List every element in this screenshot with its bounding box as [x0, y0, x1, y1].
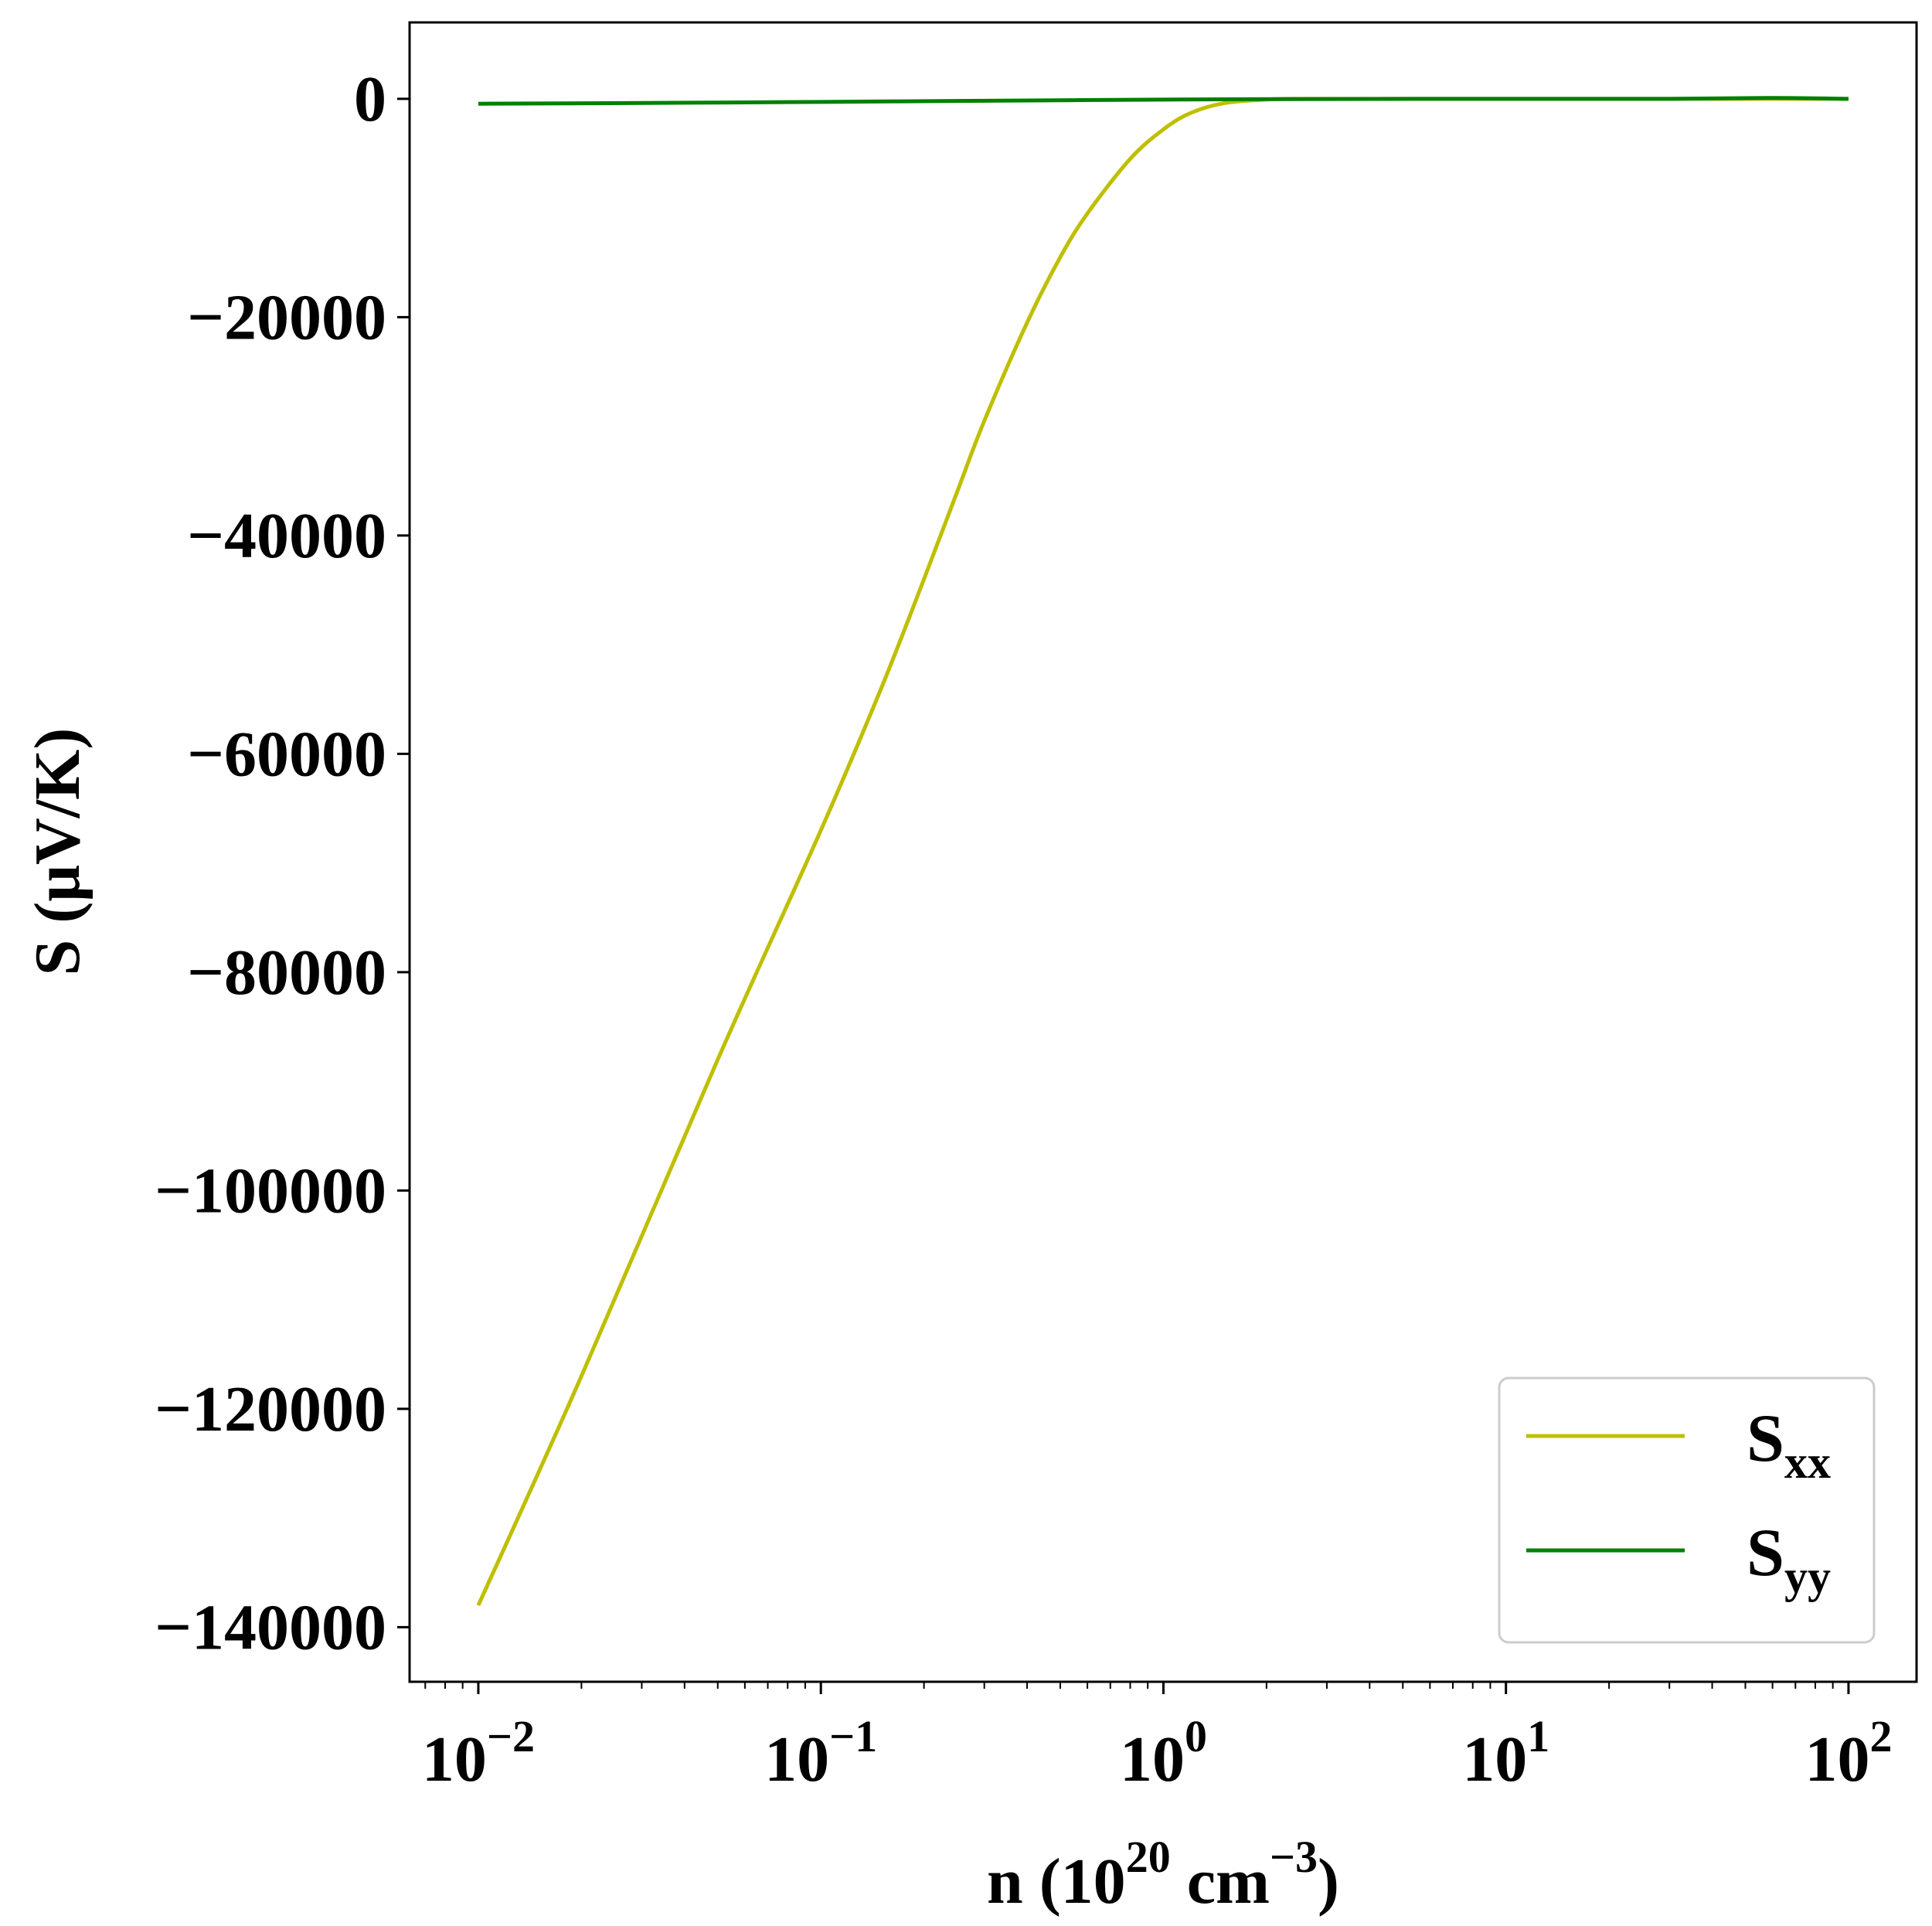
legend-label-sxx: Sxx: [1747, 1401, 1831, 1488]
y-tick-label: −60000: [187, 718, 386, 790]
legend-label-sxx-main: S: [1747, 1401, 1784, 1476]
x-tick-label-base: 10: [1462, 1724, 1527, 1795]
y-tick-label: −20000: [187, 281, 386, 353]
x-axis-label-main: n (10: [987, 1846, 1126, 1917]
y-tick-label: −40000: [187, 500, 386, 572]
legend-label-sxx-sub: xx: [1784, 1437, 1831, 1488]
legend: Sxx Syy: [1498, 1376, 1876, 1644]
x-tick-label-exponent: 0: [1185, 1711, 1207, 1761]
x-tick-label-base: 10: [1120, 1724, 1185, 1795]
x-tick-label-exponent: 2: [1869, 1711, 1892, 1761]
x-tick-label-exponent: −2: [487, 1711, 535, 1761]
y-tick-label: −80000: [187, 937, 386, 1009]
x-tick-label-base: 10: [764, 1724, 829, 1795]
series-line-syy: [478, 96, 1849, 106]
x-tick-label: 10−2: [422, 1711, 535, 1795]
x-tick-label-exponent: 1: [1527, 1711, 1549, 1761]
plot-lines: [476, 96, 1849, 1607]
x-axis-label-exponent-2: −3: [1270, 1832, 1318, 1882]
legend-label-syy: Syy: [1747, 1516, 1831, 1602]
x-axis-label: n (1020 cm−3): [987, 1832, 1339, 1917]
x-axis-label-end: ): [1318, 1846, 1339, 1917]
x-tick-label-exponent: −1: [829, 1711, 877, 1761]
y-tick-label: 0: [354, 63, 386, 135]
y-tick-label: −140000: [155, 1591, 386, 1663]
x-tick-label: 100: [1120, 1711, 1207, 1795]
x-axis-label-exponent-1: 20: [1126, 1832, 1171, 1882]
x-tick-label-base: 10: [1804, 1724, 1869, 1795]
x-axis-ticks: 10−2 10−1 100 101 102: [422, 1682, 1892, 1795]
x-tick-label-base: 10: [422, 1724, 487, 1795]
y-tick-label: −100000: [155, 1155, 386, 1227]
y-tick-label: −120000: [155, 1373, 386, 1445]
y-axis-label: S (μV/K): [22, 728, 94, 976]
x-axis-label-unit: cm: [1171, 1846, 1270, 1917]
x-tick-label: 102: [1804, 1711, 1892, 1795]
x-tick-label: 10−1: [764, 1711, 877, 1795]
legend-label-syy-sub: yy: [1784, 1551, 1831, 1602]
plot-frame: [408, 21, 1918, 1683]
legend-box: [1498, 1376, 1876, 1644]
legend-label-syy-main: S: [1747, 1516, 1784, 1591]
x-tick-label: 101: [1462, 1711, 1549, 1795]
y-axis-ticks: 0 −20000 −40000 −60000 −80000 −100000 −120000 −…: [155, 63, 410, 1663]
